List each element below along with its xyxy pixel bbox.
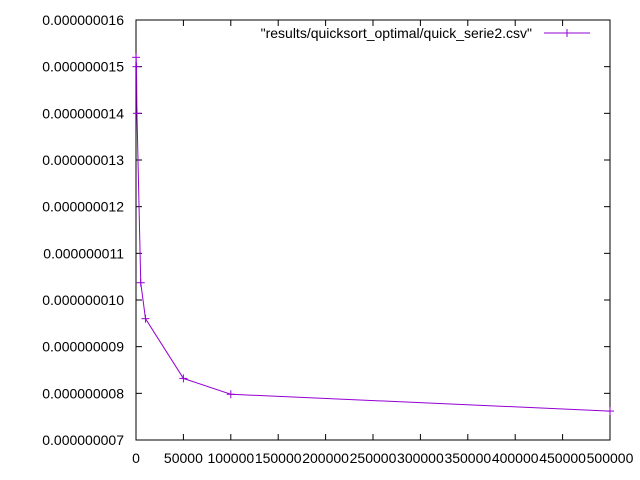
y-axis: 0.000000007 0.000000008 0.000000009 0.00000…	[42, 12, 610, 448]
data-point	[132, 53, 141, 62]
y-tick-label: 0.000000013	[42, 152, 124, 168]
x-tick-label: 200000	[302, 450, 349, 466]
x-tick-label: 450000	[539, 450, 586, 466]
x-tick-label: 300000	[397, 450, 444, 466]
series-line	[135, 57, 611, 412]
x-tick-label: 150000	[255, 450, 302, 466]
y-tick-label: 0.000000010	[42, 292, 124, 308]
data-point	[141, 314, 150, 323]
x-tick-label: 100000	[207, 450, 254, 466]
x-tick-label: 400000	[492, 450, 539, 466]
x-tick-label: 0	[132, 450, 140, 466]
data-point	[606, 407, 614, 416]
y-tick-label: 0.000000014	[42, 105, 124, 121]
data-point	[226, 390, 235, 399]
x-tick-label: 350000	[444, 450, 491, 466]
series-layer	[132, 53, 614, 416]
y-tick-label: 0.000000016	[42, 12, 124, 28]
legend: "results/quicksort_optimal/quick_serie2.…	[261, 25, 590, 41]
x-tick-label: 50000	[164, 450, 203, 466]
data-point	[132, 109, 141, 118]
y-tick-label: 0.000000007	[42, 432, 124, 448]
y-tick-label: 0.000000009	[42, 339, 124, 355]
x-axis: 0 50000 100000 150000 200000 250000 300000 3500…	[132, 20, 634, 466]
y-tick-label: 0.000000012	[42, 199, 124, 215]
x-tick-label: 250000	[350, 450, 397, 466]
y-tick-label: 0.000000011	[43, 245, 124, 261]
data-point	[179, 374, 188, 383]
x-tick-label: 500000	[587, 450, 634, 466]
data-point	[132, 62, 141, 71]
legend-marker	[563, 29, 571, 37]
y-tick-label: 0.000000015	[42, 59, 124, 75]
y-tick-label: 0.000000008	[42, 385, 124, 401]
plot-frame	[135, 19, 611, 441]
legend-label: "results/quicksort_optimal/quick_serie2.…	[261, 25, 532, 41]
data-point	[136, 278, 145, 287]
